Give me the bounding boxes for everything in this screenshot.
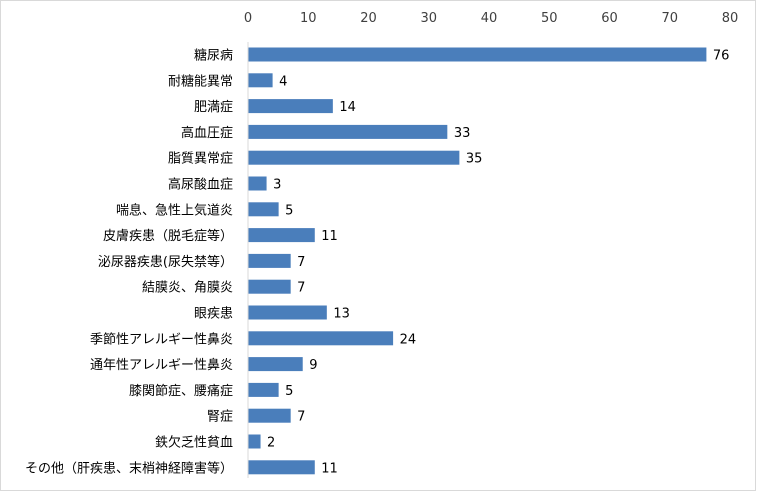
bar bbox=[248, 176, 267, 191]
category-label: 喘息、急性上気道炎 bbox=[116, 202, 233, 218]
x-axis-ticks: 0 10 20 30 40 50 60 70 80 bbox=[244, 11, 738, 26]
x-tick-label: 20 bbox=[360, 11, 377, 26]
value-label: 14 bbox=[339, 100, 356, 115]
value-label: 24 bbox=[400, 332, 417, 347]
category-label: 通年性アレルギー性鼻炎 bbox=[90, 357, 233, 373]
category-label: 結膜炎、角膜炎 bbox=[142, 281, 233, 296]
x-tick-label: 50 bbox=[541, 11, 558, 26]
bars bbox=[248, 47, 707, 475]
value-label: 11 bbox=[321, 461, 338, 476]
x-tick-label: 0 bbox=[244, 11, 252, 26]
bar bbox=[248, 382, 279, 397]
category-label: 高尿酸血症 bbox=[168, 177, 233, 193]
bar bbox=[248, 279, 291, 294]
bar bbox=[248, 305, 327, 320]
value-label: 5 bbox=[285, 384, 293, 399]
category-label: その他（肝疾患、末梢神経障害等） bbox=[25, 460, 233, 476]
bar bbox=[248, 460, 315, 475]
bar bbox=[248, 408, 291, 423]
x-tick-label: 80 bbox=[722, 11, 739, 26]
bar bbox=[248, 331, 394, 346]
category-label: 皮膚疾患（脱毛症等） bbox=[103, 228, 233, 244]
bar bbox=[248, 253, 291, 268]
bar bbox=[248, 73, 273, 88]
bar bbox=[248, 357, 303, 372]
category-label: 泌尿器疾患(尿失禁等） bbox=[98, 254, 233, 270]
value-label: 33 bbox=[454, 126, 471, 141]
category-label: 糖尿病 bbox=[194, 48, 233, 64]
bar bbox=[248, 99, 333, 114]
bar bbox=[248, 124, 448, 139]
bar bbox=[248, 434, 261, 449]
x-tick-label: 60 bbox=[601, 11, 618, 26]
category-label: 腎症 bbox=[207, 410, 233, 425]
category-label: 季節性アレルギー性鼻炎 bbox=[90, 331, 233, 347]
value-label: 7 bbox=[297, 281, 305, 296]
bar bbox=[248, 150, 460, 165]
x-tick-label: 40 bbox=[481, 11, 498, 26]
value-label: 13 bbox=[333, 307, 350, 322]
x-tick-label: 10 bbox=[300, 11, 317, 26]
value-label: 7 bbox=[297, 255, 305, 270]
category-label: 高血圧症 bbox=[181, 125, 233, 141]
value-label: 9 bbox=[309, 358, 317, 373]
value-label: 7 bbox=[297, 410, 305, 425]
bar bbox=[248, 228, 315, 243]
category-label: 耐糖能異常 bbox=[168, 73, 233, 89]
category-label: 眼疾患 bbox=[194, 307, 233, 322]
category-label: 膝関節症、腰痛症 bbox=[129, 383, 233, 399]
value-label: 4 bbox=[279, 74, 287, 89]
x-tick-label: 30 bbox=[420, 11, 437, 26]
value-label: 35 bbox=[466, 152, 483, 167]
bar bbox=[248, 202, 279, 217]
value-label: 3 bbox=[273, 178, 281, 193]
value-label: 76 bbox=[713, 49, 730, 64]
category-label: 肥満症 bbox=[194, 100, 233, 115]
category-label: 鉄欠乏性貧血 bbox=[155, 435, 233, 451]
category-label: 脂質異常症 bbox=[168, 152, 233, 167]
value-label: 5 bbox=[285, 203, 293, 218]
x-tick-label: 70 bbox=[661, 11, 678, 26]
bar bbox=[248, 47, 707, 62]
value-label: 2 bbox=[267, 436, 275, 451]
value-label: 11 bbox=[321, 229, 338, 244]
category-labels: 糖尿病耐糖能異常肥満症高血圧症脂質異常症高尿酸血症喘息、急性上気道炎皮膚疾患（脱… bbox=[25, 48, 233, 477]
